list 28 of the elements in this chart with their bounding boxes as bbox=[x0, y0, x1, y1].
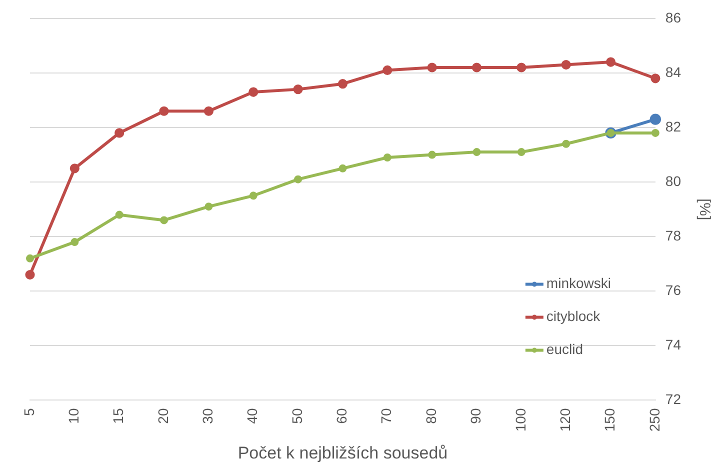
y-tick-label: 84 bbox=[665, 64, 682, 80]
x-tick-label: 90 bbox=[468, 408, 484, 424]
x-tick-label: 30 bbox=[200, 408, 216, 424]
x-tick-label: 70 bbox=[378, 408, 394, 424]
y-tick-label: 78 bbox=[665, 227, 682, 244]
x-tick-label: 150 bbox=[602, 408, 618, 432]
y-tick-label: 82 bbox=[665, 118, 682, 134]
x-tick-label: 100 bbox=[512, 408, 528, 432]
y-axis-title: [%] bbox=[696, 198, 713, 220]
x-tick-label: 20 bbox=[154, 408, 171, 424]
legend-label: minkowski bbox=[546, 275, 612, 292]
y-tick-label: 74 bbox=[665, 336, 682, 353]
x-tick-label: 40 bbox=[244, 408, 260, 424]
x-tick-label: 5 bbox=[20, 408, 37, 416]
y-tick-label: 86 bbox=[665, 9, 682, 26]
legend-label: euclid bbox=[546, 341, 584, 358]
x-tick-label: 120 bbox=[556, 408, 573, 432]
legend-label: cityblock bbox=[546, 308, 602, 324]
x-tick-label: 15 bbox=[110, 408, 126, 424]
y-tick-label: 76 bbox=[665, 282, 682, 298]
x-tick-label: 250 bbox=[646, 408, 662, 432]
x-axis-title: Počet k nejbližších sousedů bbox=[238, 443, 448, 462]
x-tick-label: 60 bbox=[334, 408, 350, 424]
y-tick-label: 80 bbox=[665, 172, 682, 189]
x-tick-label: 10 bbox=[66, 408, 82, 424]
x-tick-label: 80 bbox=[422, 408, 439, 424]
x-tick-label: 50 bbox=[288, 408, 305, 424]
y-tick-label: 72 bbox=[665, 391, 682, 408]
